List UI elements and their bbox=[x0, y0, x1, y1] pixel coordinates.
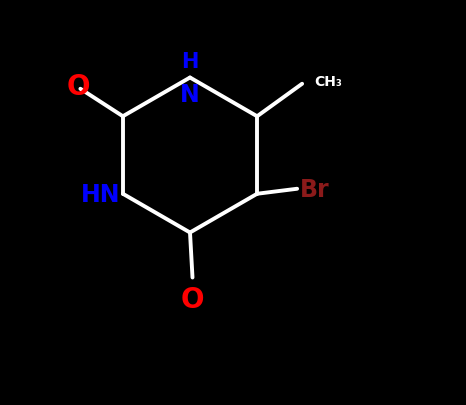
Text: HN: HN bbox=[81, 182, 120, 206]
Text: Br: Br bbox=[300, 177, 329, 201]
Text: O: O bbox=[181, 285, 204, 313]
Text: O: O bbox=[66, 73, 89, 101]
Text: N: N bbox=[180, 83, 200, 107]
Text: H: H bbox=[181, 52, 199, 72]
Text: CH₃: CH₃ bbox=[315, 75, 343, 89]
